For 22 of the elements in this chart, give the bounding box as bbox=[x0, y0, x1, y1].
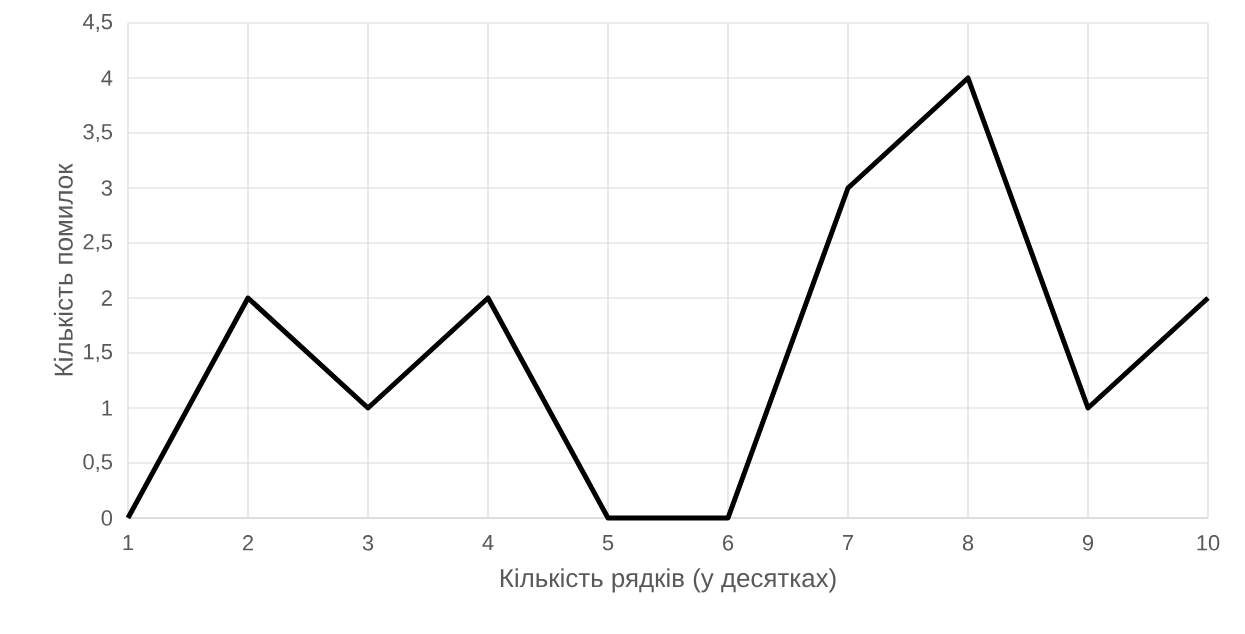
y-tick-label: 4 bbox=[101, 70, 113, 86]
x-tick-label: 7 bbox=[843, 535, 854, 551]
x-tick-label: 8 bbox=[962, 535, 974, 551]
x-tick-label: 9 bbox=[1082, 535, 1094, 551]
y-tick-label: 2,5 bbox=[83, 233, 113, 253]
y-tick-label: 3,5 bbox=[83, 123, 113, 143]
x-axis-title: Кількість рядків (у десятках) bbox=[500, 568, 836, 593]
x-tick-label: 3 bbox=[362, 535, 374, 551]
y-tick-label: 0 bbox=[101, 510, 113, 526]
y-tick-label: 0,5 bbox=[83, 453, 113, 473]
x-tick-label: 4 bbox=[482, 535, 494, 551]
x-tick-label: 5 bbox=[602, 535, 614, 551]
y-tick-label: 2 bbox=[101, 290, 112, 306]
x-tick-label: 2 bbox=[243, 535, 253, 551]
y-tick-label: 1 bbox=[102, 400, 112, 416]
y-tick-label: 1,5 bbox=[84, 344, 113, 362]
y-tick-label: 4,5 bbox=[82, 14, 113, 32]
y-axis-title: Кількість помилок bbox=[53, 163, 73, 376]
y-tick-label: 3 bbox=[101, 180, 112, 196]
x-tick-label: 10 bbox=[1197, 535, 1220, 551]
x-tick-label: 6 bbox=[723, 535, 734, 551]
x-tick-label: 1 bbox=[123, 535, 134, 551]
